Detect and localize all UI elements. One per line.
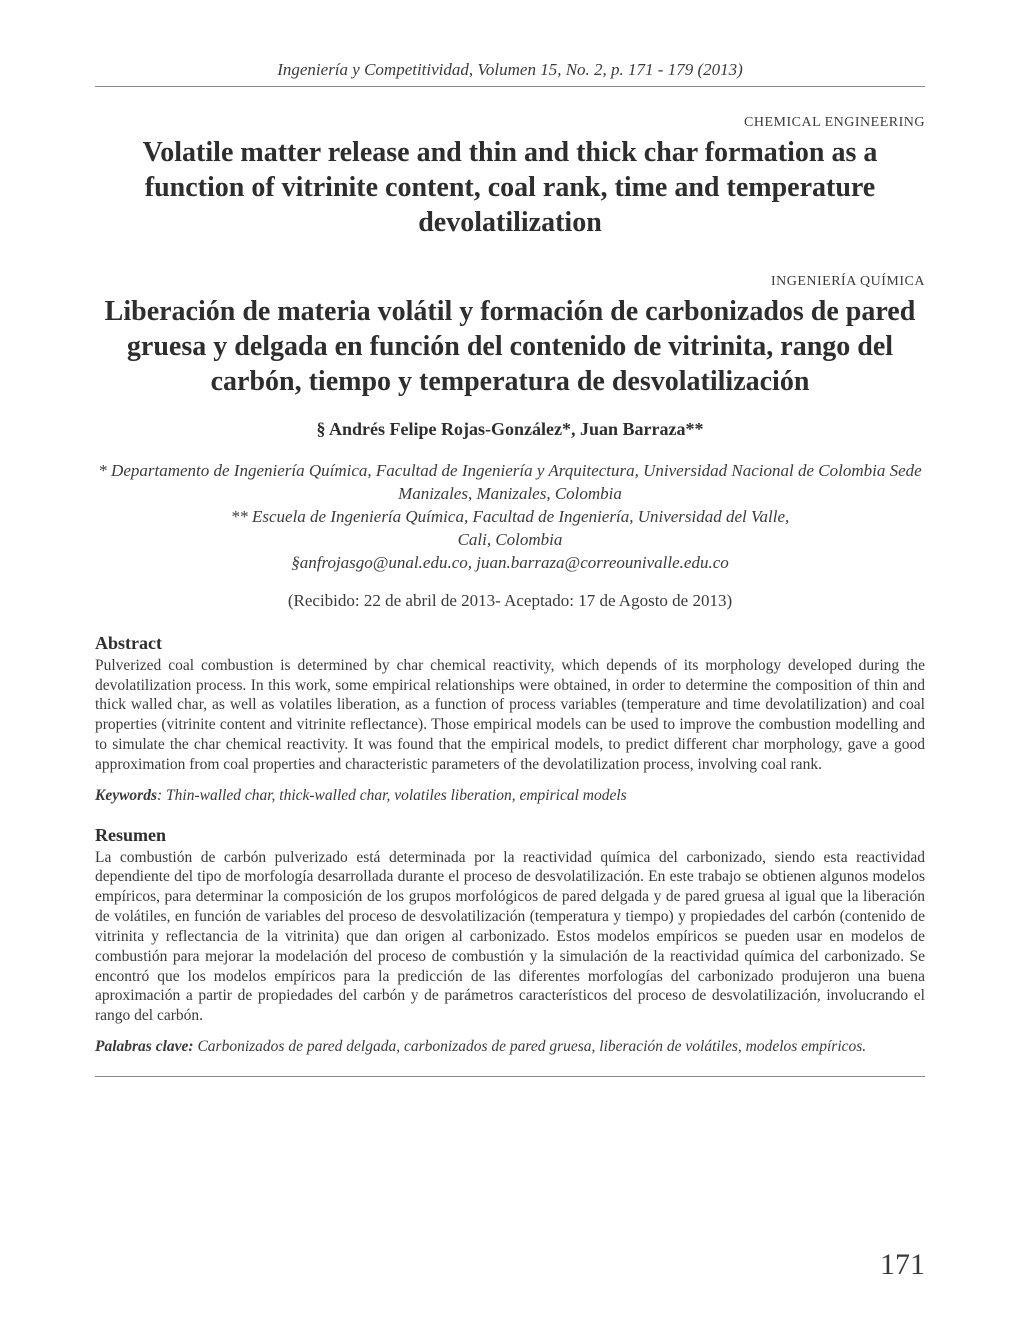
keywords-body-es: Carbonizados de pared delgada, carboniza… [194,1038,867,1055]
resumen-heading: Resumen [95,825,925,846]
keywords-en: Keywords: Thin-walled char, thick-walled… [95,787,925,805]
category-en: CHEMICAL ENGINEERING [95,115,925,131]
title-english: Volatile matter release and thin and thi… [95,135,925,240]
keywords-es: Palabras clave: Carbonizados de pared de… [95,1038,925,1056]
keywords-label-es: Palabras clave: [95,1038,194,1055]
running-head: Ingeniería y Competitividad, Volumen 15,… [95,60,925,87]
page-number: 171 [880,1248,925,1282]
keywords-body-en: : Thin-walled char, thick-walled char, v… [157,787,627,804]
received-accepted-dates: (Recibido: 22 de abril de 2013- Aceptado… [95,591,925,611]
resumen-body: La combustión de carbón pulverizado está… [95,848,925,1026]
authors: § Andrés Felipe Rojas-González*, Juan Ba… [95,419,925,440]
affiliations: * Departamento de Ingeniería Química, Fa… [95,460,925,575]
category-es: INGENIERÍA QUÍMICA [95,274,925,290]
page: Ingeniería y Competitividad, Volumen 15,… [0,0,1020,1320]
title-spanish: Liberación de materia volátil y formació… [95,294,925,399]
abstract-heading: Abstract [95,633,925,654]
abstract-body: Pulverized coal combustion is determined… [95,656,925,775]
bottom-rule [95,1076,925,1077]
keywords-label-en: Keywords [95,787,157,804]
